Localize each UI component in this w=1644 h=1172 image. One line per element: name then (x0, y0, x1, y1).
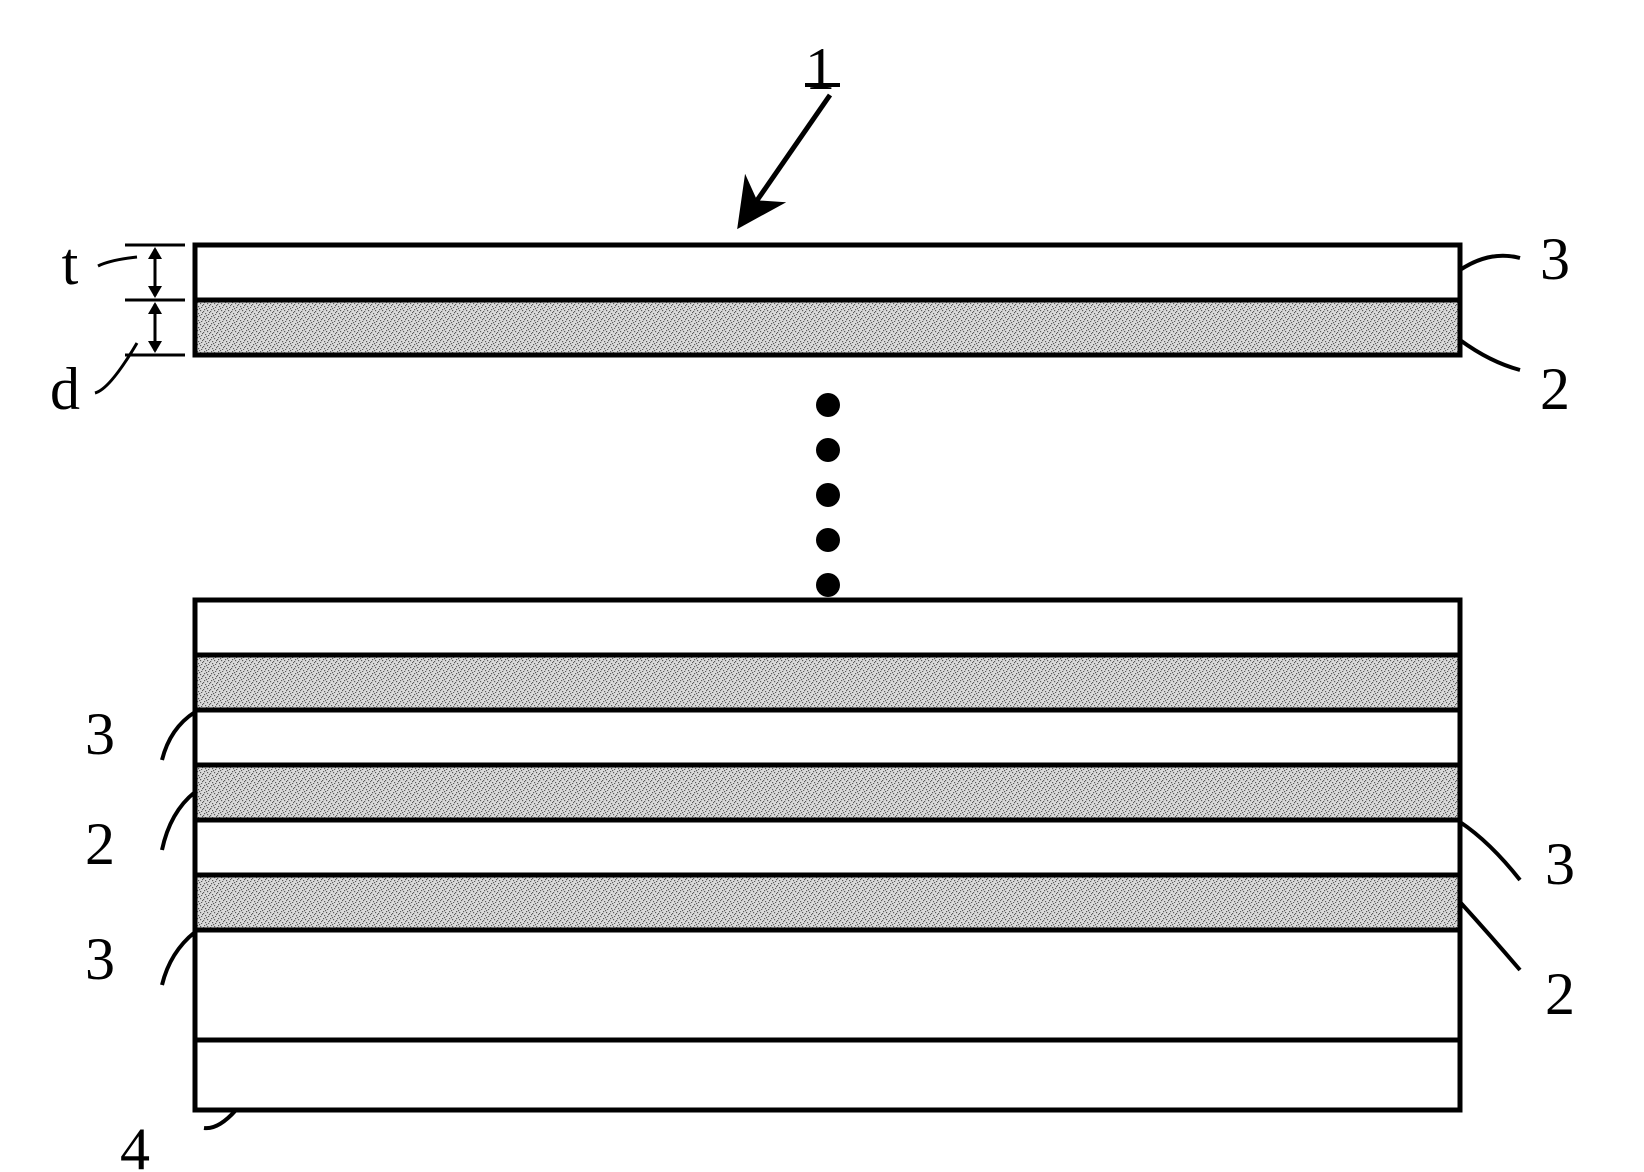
layer-3 (195, 710, 1460, 765)
layer-2 (195, 765, 1460, 820)
dim-t-leader (98, 257, 137, 266)
callout-label-2: 2 (1545, 961, 1575, 1027)
callout-leader (162, 792, 195, 850)
callout-label-3: 3 (85, 701, 115, 767)
callout-leader (1460, 902, 1520, 970)
layer-2 (195, 300, 1460, 355)
dim-t-arrowhead (148, 247, 162, 259)
dim-d-arrowhead (148, 341, 162, 353)
layer-2 (195, 655, 1460, 710)
callout-label-2: 2 (1540, 356, 1570, 422)
callout-leader (1460, 256, 1520, 270)
dim-d-arrowhead (148, 302, 162, 314)
assembly-arrow (740, 95, 830, 225)
ellipsis-dot (816, 573, 840, 597)
callout-label-3: 3 (85, 926, 115, 992)
callout-leader (1460, 822, 1520, 880)
callout-label-3: 3 (1545, 831, 1575, 897)
layer-3 (195, 930, 1460, 1040)
ellipsis-dot (816, 528, 840, 552)
ellipsis-dot (816, 393, 840, 417)
assembly-label: 1 (805, 36, 835, 102)
layer-3 (195, 245, 1460, 300)
callout-label-4: 4 (120, 1116, 150, 1172)
callout-leader (162, 712, 195, 760)
callout-leader (1460, 340, 1520, 370)
callout-label-3: 3 (1540, 226, 1570, 292)
callout-leader (162, 932, 195, 985)
dim-d-leader (95, 343, 137, 393)
ellipsis-dot (816, 438, 840, 462)
layer-3 (195, 600, 1460, 655)
layer-2 (195, 875, 1460, 930)
layer-3 (195, 820, 1460, 875)
callout-leader (204, 1110, 236, 1128)
dim-d-label: d (50, 356, 80, 422)
callout-label-2: 2 (85, 811, 115, 877)
dim-t-label: t (62, 231, 79, 297)
dim-t-arrowhead (148, 286, 162, 298)
layer-4 (195, 1040, 1460, 1110)
ellipsis-dot (816, 483, 840, 507)
